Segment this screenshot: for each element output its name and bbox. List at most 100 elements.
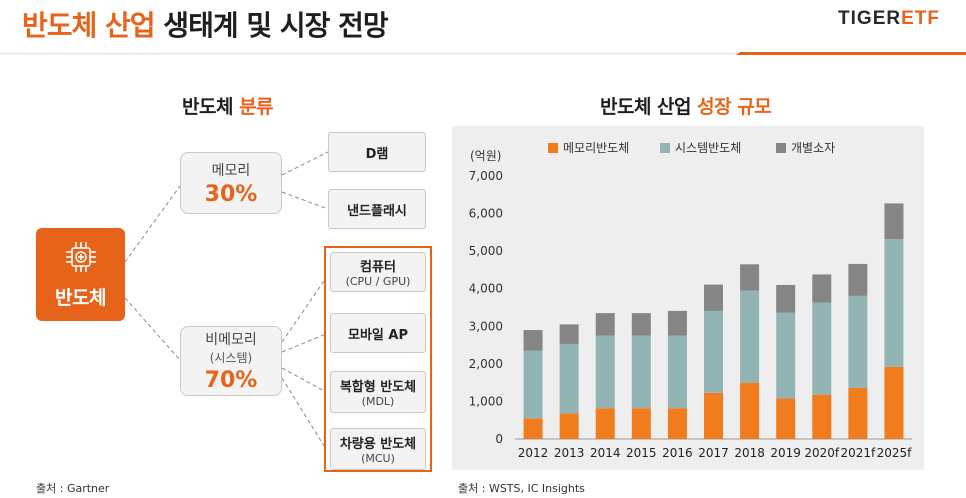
legend-swatch-system <box>660 142 670 153</box>
leaf-mcu: 차량용 반도체 (MCU) <box>330 428 426 470</box>
bar-segment-메모리반도체 <box>740 382 760 439</box>
leaf-computer: 컴퓨터 (CPU / GPU) <box>330 252 426 292</box>
bar-segment-시스템반도체 <box>740 290 760 383</box>
brand-logo-part2: ETF <box>901 8 940 29</box>
y-tick-label: 6,000 <box>469 207 503 221</box>
leaf-mobile-ap-name: 모바일 AP <box>348 327 408 343</box>
leaf-nand-flash: 낸드플래시 <box>328 189 426 229</box>
leaf-mcu-name: 차량용 반도체 <box>339 437 417 452</box>
x-tick-label: 2020f <box>804 446 840 460</box>
classification-title-accent: 분류 <box>239 96 274 118</box>
legend-item-memory: 메모리반도체 <box>548 139 629 156</box>
page-title-accent: 반도체 산업 <box>22 9 156 42</box>
x-tick-label: 2017 <box>698 446 729 460</box>
leaf-mcu-sub: (MCU) <box>361 452 395 465</box>
brand-logo-part1: TIGER <box>838 8 902 29</box>
classification-title: 반도체 분류 <box>182 92 274 119</box>
leaf-dram-name: D램 <box>365 146 389 162</box>
legend-label-system: 시스템반도체 <box>675 141 742 155</box>
nonmemory-category-sub: (시스템) <box>209 351 253 365</box>
bar-segment-시스템반도체 <box>884 239 904 367</box>
x-tick-label: 2015 <box>626 446 657 460</box>
nonmemory-category-name: 비메모리 <box>205 332 257 348</box>
bar-segment-메모리반도체 <box>848 387 868 439</box>
y-tick-label: 1,000 <box>469 394 503 408</box>
bar-segment-개별소자 <box>595 313 615 336</box>
bar-segment-개별소자 <box>523 330 543 351</box>
bar-segment-메모리반도체 <box>667 408 687 439</box>
y-tick-label: 0 <box>495 432 503 446</box>
leaf-computer-sub: (CPU / GPU) <box>345 275 411 288</box>
page-title-rest: 생태계 및 시장 전망 <box>154 9 388 42</box>
bar-segment-메모리반도체 <box>812 394 832 439</box>
x-tick-label: 2021f <box>840 446 876 460</box>
leaf-mdl-name: 복합형 반도체 <box>339 380 417 395</box>
memory-category-share: 30% <box>204 181 258 207</box>
bar-segment-메모리반도체 <box>704 392 723 439</box>
bar-segment-개별소자 <box>559 324 579 344</box>
bar-segment-개별소자 <box>776 284 796 313</box>
bar-segment-메모리반도체 <box>884 366 904 439</box>
bar-segment-시스템반도체 <box>848 295 868 388</box>
y-tick-label: 4,000 <box>469 282 503 296</box>
x-tick-label: 2018 <box>734 446 765 460</box>
page-title: 반도체 산업 생태계 및 시장 전망 <box>22 4 389 44</box>
x-tick-label: 2019 <box>770 446 801 460</box>
legend-swatch-discrete <box>776 142 786 153</box>
leaf-nand-flash-name: 낸드플래시 <box>347 203 407 219</box>
bar-segment-메모리반도체 <box>559 413 579 439</box>
market-source: 출처 : WSTS, IC Insights <box>458 482 585 495</box>
classification-title-plain: 반도체 <box>182 96 240 118</box>
y-tick-label: 3,000 <box>469 319 503 333</box>
market-title: 반도체 산업 성장 규모 <box>600 92 772 119</box>
leaf-mobile-ap: 모바일 AP <box>330 313 426 353</box>
bar-segment-개별소자 <box>704 284 723 311</box>
nonmemory-group-frame <box>324 246 432 472</box>
y-tick-label: 5,000 <box>469 244 503 258</box>
bar-segment-개별소자 <box>884 203 904 240</box>
leaf-dram: D램 <box>328 132 426 172</box>
chip-icon <box>65 242 96 272</box>
bar-segment-시스템반도체 <box>704 310 723 393</box>
bar-segment-메모리반도체 <box>776 398 796 439</box>
leaf-mdl: 복합형 반도체 (MDL) <box>330 371 426 413</box>
bar-segment-메모리반도체 <box>595 408 615 439</box>
leaf-mdl-sub: (MDL) <box>361 395 395 408</box>
memory-category: 메모리 30% <box>180 152 282 214</box>
bar-segment-개별소자 <box>812 274 832 303</box>
leaf-computer-name: 컴퓨터 <box>360 260 396 275</box>
y-tick-label: 2,000 <box>469 357 503 371</box>
semiconductor-root-node: 반도체 <box>36 228 125 321</box>
bar-segment-메모리반도체 <box>631 408 651 439</box>
nonmemory-category-share: 70% <box>204 368 258 393</box>
bar-segment-개별소자 <box>631 313 651 336</box>
legend-item-system: 시스템반도체 <box>660 139 741 156</box>
y-axis-unit-label: (억원) <box>470 149 501 163</box>
bar-segment-시스템반도체 <box>667 335 687 409</box>
legend-label-discrete: 개별소자 <box>791 141 836 155</box>
classification-source: 출처 : Gartner <box>36 482 110 495</box>
bar-segment-시스템반도체 <box>812 302 832 395</box>
x-tick-label: 2025f <box>877 446 913 460</box>
legend-label-memory: 메모리반도체 <box>563 141 630 155</box>
bar-segment-시스템반도체 <box>523 350 543 419</box>
bar-segment-개별소자 <box>667 310 687 336</box>
bar-segment-시스템반도체 <box>595 335 615 409</box>
header-divider <box>0 52 966 55</box>
root-label: 반도체 <box>55 287 106 309</box>
y-tick-label: 7,000 <box>469 169 503 183</box>
x-tick-label: 2012 <box>518 446 549 460</box>
bar-segment-메모리반도체 <box>523 418 543 439</box>
bar-segment-개별소자 <box>740 264 760 291</box>
x-tick-label: 2013 <box>554 446 585 460</box>
bar-segment-시스템반도체 <box>559 343 579 414</box>
brand-logo: TIGERETF <box>838 8 940 30</box>
legend-item-discrete: 개별소자 <box>776 139 835 156</box>
x-tick-label: 2014 <box>590 446 621 460</box>
nonmemory-category: 비메모리 (시스템) 70% <box>180 326 282 396</box>
bar-segment-개별소자 <box>848 263 868 296</box>
market-title-accent: 성장 규모 <box>697 96 772 118</box>
x-tick-label: 2016 <box>662 446 693 460</box>
